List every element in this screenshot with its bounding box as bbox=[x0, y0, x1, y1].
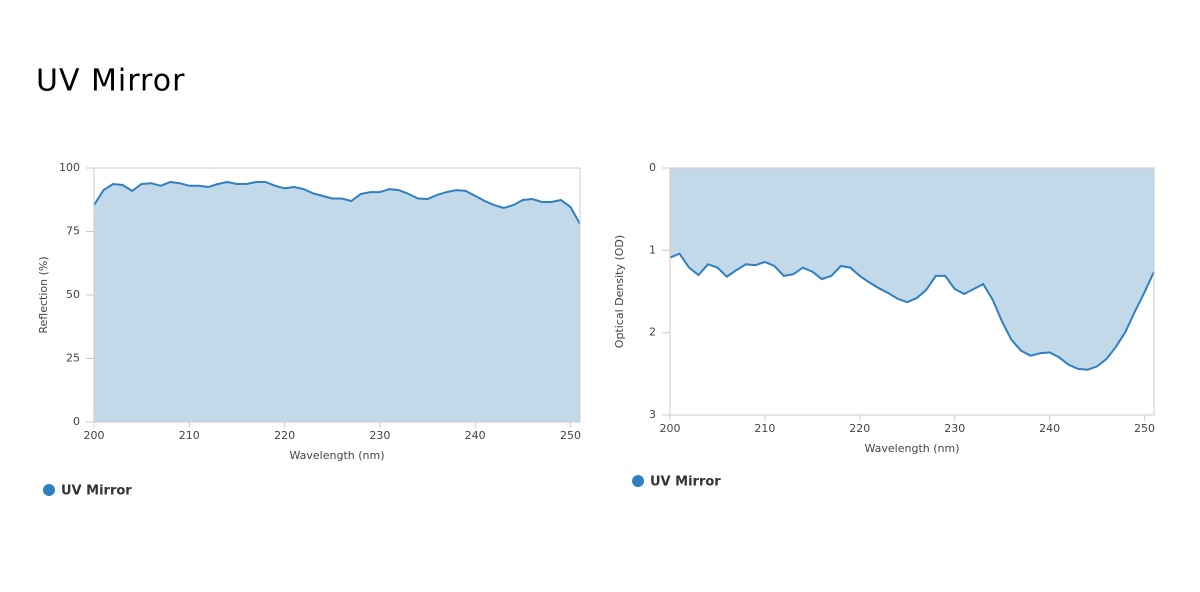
x-tick-label: 200 bbox=[660, 422, 681, 435]
plot-frame bbox=[669, 167, 1155, 416]
x-tick-label: 240 bbox=[1039, 422, 1060, 435]
page-title: UV Mirror bbox=[36, 64, 185, 99]
x-tick-label: 250 bbox=[1134, 422, 1155, 435]
y-tick-label: 0 bbox=[73, 415, 80, 428]
y-tick-label: 1 bbox=[649, 243, 656, 256]
series-line bbox=[669, 252, 1155, 371]
y-tick-label: 50 bbox=[66, 288, 80, 301]
x-tick-label: 240 bbox=[465, 429, 486, 442]
y-tick-label: 100 bbox=[59, 161, 80, 174]
x-tick-label: 200 bbox=[84, 429, 105, 442]
legend-label: UV Mirror bbox=[61, 484, 132, 499]
x-tick-label: 250 bbox=[560, 429, 581, 442]
x-axis-label: Wavelength (nm) bbox=[289, 449, 384, 462]
legend-marker bbox=[43, 484, 55, 496]
x-tick-label: 210 bbox=[754, 422, 775, 435]
x-tick-label: 210 bbox=[179, 429, 200, 442]
legend-marker bbox=[632, 475, 644, 487]
y-tick-label: 2 bbox=[649, 326, 656, 339]
area-fill bbox=[94, 182, 580, 422]
y-tick-label: 3 bbox=[649, 408, 656, 421]
x-axis-label: Wavelength (nm) bbox=[864, 442, 959, 455]
legend-label: UV Mirror bbox=[650, 475, 721, 490]
y-tick-label: 25 bbox=[66, 352, 80, 365]
x-tick-label: 230 bbox=[369, 429, 390, 442]
y-axis-label: Optical Density (OD) bbox=[613, 235, 626, 348]
y-tick-label: 75 bbox=[66, 225, 80, 238]
y-axis-label: Reflection (%) bbox=[37, 256, 50, 333]
y-tick-label: 0 bbox=[649, 161, 656, 174]
x-tick-label: 220 bbox=[849, 422, 870, 435]
series-line bbox=[93, 180, 581, 225]
area-fill bbox=[670, 168, 1154, 370]
x-tick-label: 230 bbox=[944, 422, 965, 435]
x-tick-label: 220 bbox=[274, 429, 295, 442]
